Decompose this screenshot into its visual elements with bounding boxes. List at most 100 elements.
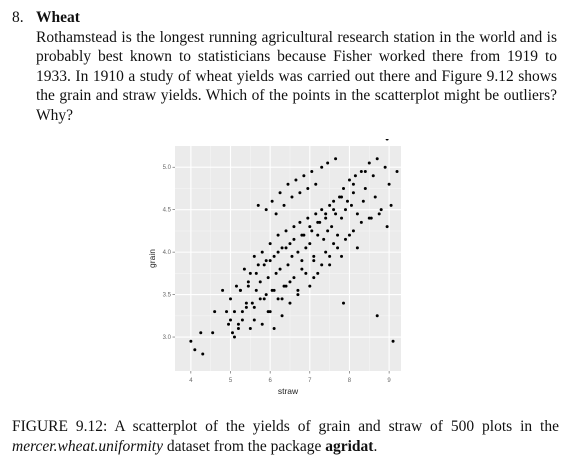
data-point — [244, 301, 248, 305]
data-point — [316, 233, 320, 237]
data-point — [355, 212, 359, 216]
data-point — [314, 212, 318, 216]
data-point — [292, 225, 296, 229]
x-tick-label: 8 — [348, 378, 352, 384]
data-point — [306, 216, 310, 220]
data-point — [306, 186, 310, 190]
data-point — [284, 284, 288, 288]
data-point — [336, 246, 340, 250]
data-point — [326, 161, 330, 165]
data-point — [213, 310, 217, 314]
x-tick-label: 7 — [308, 378, 312, 384]
data-point — [310, 229, 314, 233]
data-point — [268, 242, 272, 246]
data-point — [240, 318, 244, 322]
data-point — [286, 263, 290, 267]
scatterplot: 4 5 6 7 8 9 3.0 3.5 4.0 4.5 5.0 straw grain — [145, 139, 407, 404]
data-point — [246, 280, 250, 284]
data-point — [332, 208, 336, 212]
figure-label: FIGURE 9.12: — [12, 418, 108, 435]
y-tick-label: 3.0 — [163, 335, 172, 341]
x-tick-label: 6 — [268, 378, 272, 384]
data-point — [308, 284, 312, 288]
data-point — [252, 254, 256, 258]
data-point — [227, 322, 231, 326]
data-point — [332, 242, 336, 246]
data-point — [308, 242, 312, 246]
y-tick-label: 4.5 — [163, 208, 172, 214]
data-point — [385, 139, 389, 141]
dataset-name: mercer.wheat.uniformity — [12, 438, 163, 455]
data-point — [379, 208, 383, 212]
data-point — [304, 271, 308, 275]
data-point — [278, 191, 282, 195]
data-point — [294, 178, 298, 182]
data-point — [288, 242, 292, 246]
y-tick-label: 4.0 — [163, 250, 172, 256]
y-axis-title: grain — [147, 249, 157, 268]
data-point — [232, 335, 236, 339]
package-name: agridat — [325, 438, 374, 455]
x-tick-label: 5 — [229, 378, 233, 384]
data-point — [189, 339, 193, 343]
data-point — [284, 229, 288, 233]
data-point — [308, 225, 312, 229]
data-point — [264, 259, 268, 263]
caption-text-end: . — [373, 438, 378, 455]
data-point — [300, 233, 304, 237]
x-tick-label: 9 — [387, 378, 391, 384]
data-point — [334, 157, 338, 161]
data-point — [266, 310, 270, 314]
data-point — [272, 254, 276, 258]
data-point — [252, 305, 256, 309]
data-point — [244, 305, 248, 309]
data-point — [280, 314, 284, 318]
data-point — [290, 254, 294, 258]
data-point — [256, 203, 260, 207]
data-point — [276, 250, 280, 254]
data-point — [276, 297, 280, 301]
x-tick-label: 4 — [189, 378, 193, 384]
data-point — [286, 182, 290, 186]
data-point — [272, 288, 276, 292]
data-point — [274, 212, 278, 216]
exercise-heading: 8. Wheat — [12, 8, 557, 28]
data-point — [351, 182, 355, 186]
data-point — [355, 246, 359, 250]
data-point — [221, 288, 225, 292]
data-point — [328, 203, 332, 207]
data-point — [278, 267, 282, 271]
data-point — [343, 208, 347, 212]
data-point — [262, 263, 266, 267]
data-point — [296, 293, 300, 297]
data-point — [230, 331, 234, 335]
data-point — [316, 220, 320, 224]
data-point — [225, 310, 229, 314]
data-point — [347, 178, 351, 182]
exercise-text: Rothamstead is the longest running agric… — [36, 29, 557, 124]
data-point — [300, 259, 304, 263]
data-point — [302, 174, 306, 178]
data-point — [322, 237, 326, 241]
data-point — [324, 250, 328, 254]
data-point — [371, 174, 375, 178]
data-point — [264, 293, 268, 297]
data-point — [367, 161, 371, 165]
data-point — [292, 237, 296, 241]
data-point — [258, 280, 262, 284]
data-point — [310, 169, 314, 173]
data-point — [324, 216, 328, 220]
data-point — [385, 225, 389, 229]
data-point — [340, 216, 344, 220]
data-point — [342, 186, 346, 190]
data-point — [288, 280, 292, 284]
data-point — [254, 271, 258, 275]
data-point — [320, 165, 324, 169]
data-point — [312, 276, 316, 280]
data-point — [248, 271, 252, 275]
data-point — [199, 331, 203, 335]
data-point — [312, 254, 316, 258]
x-axis-title: straw — [278, 386, 299, 396]
data-point — [236, 322, 240, 326]
data-point — [300, 267, 304, 271]
